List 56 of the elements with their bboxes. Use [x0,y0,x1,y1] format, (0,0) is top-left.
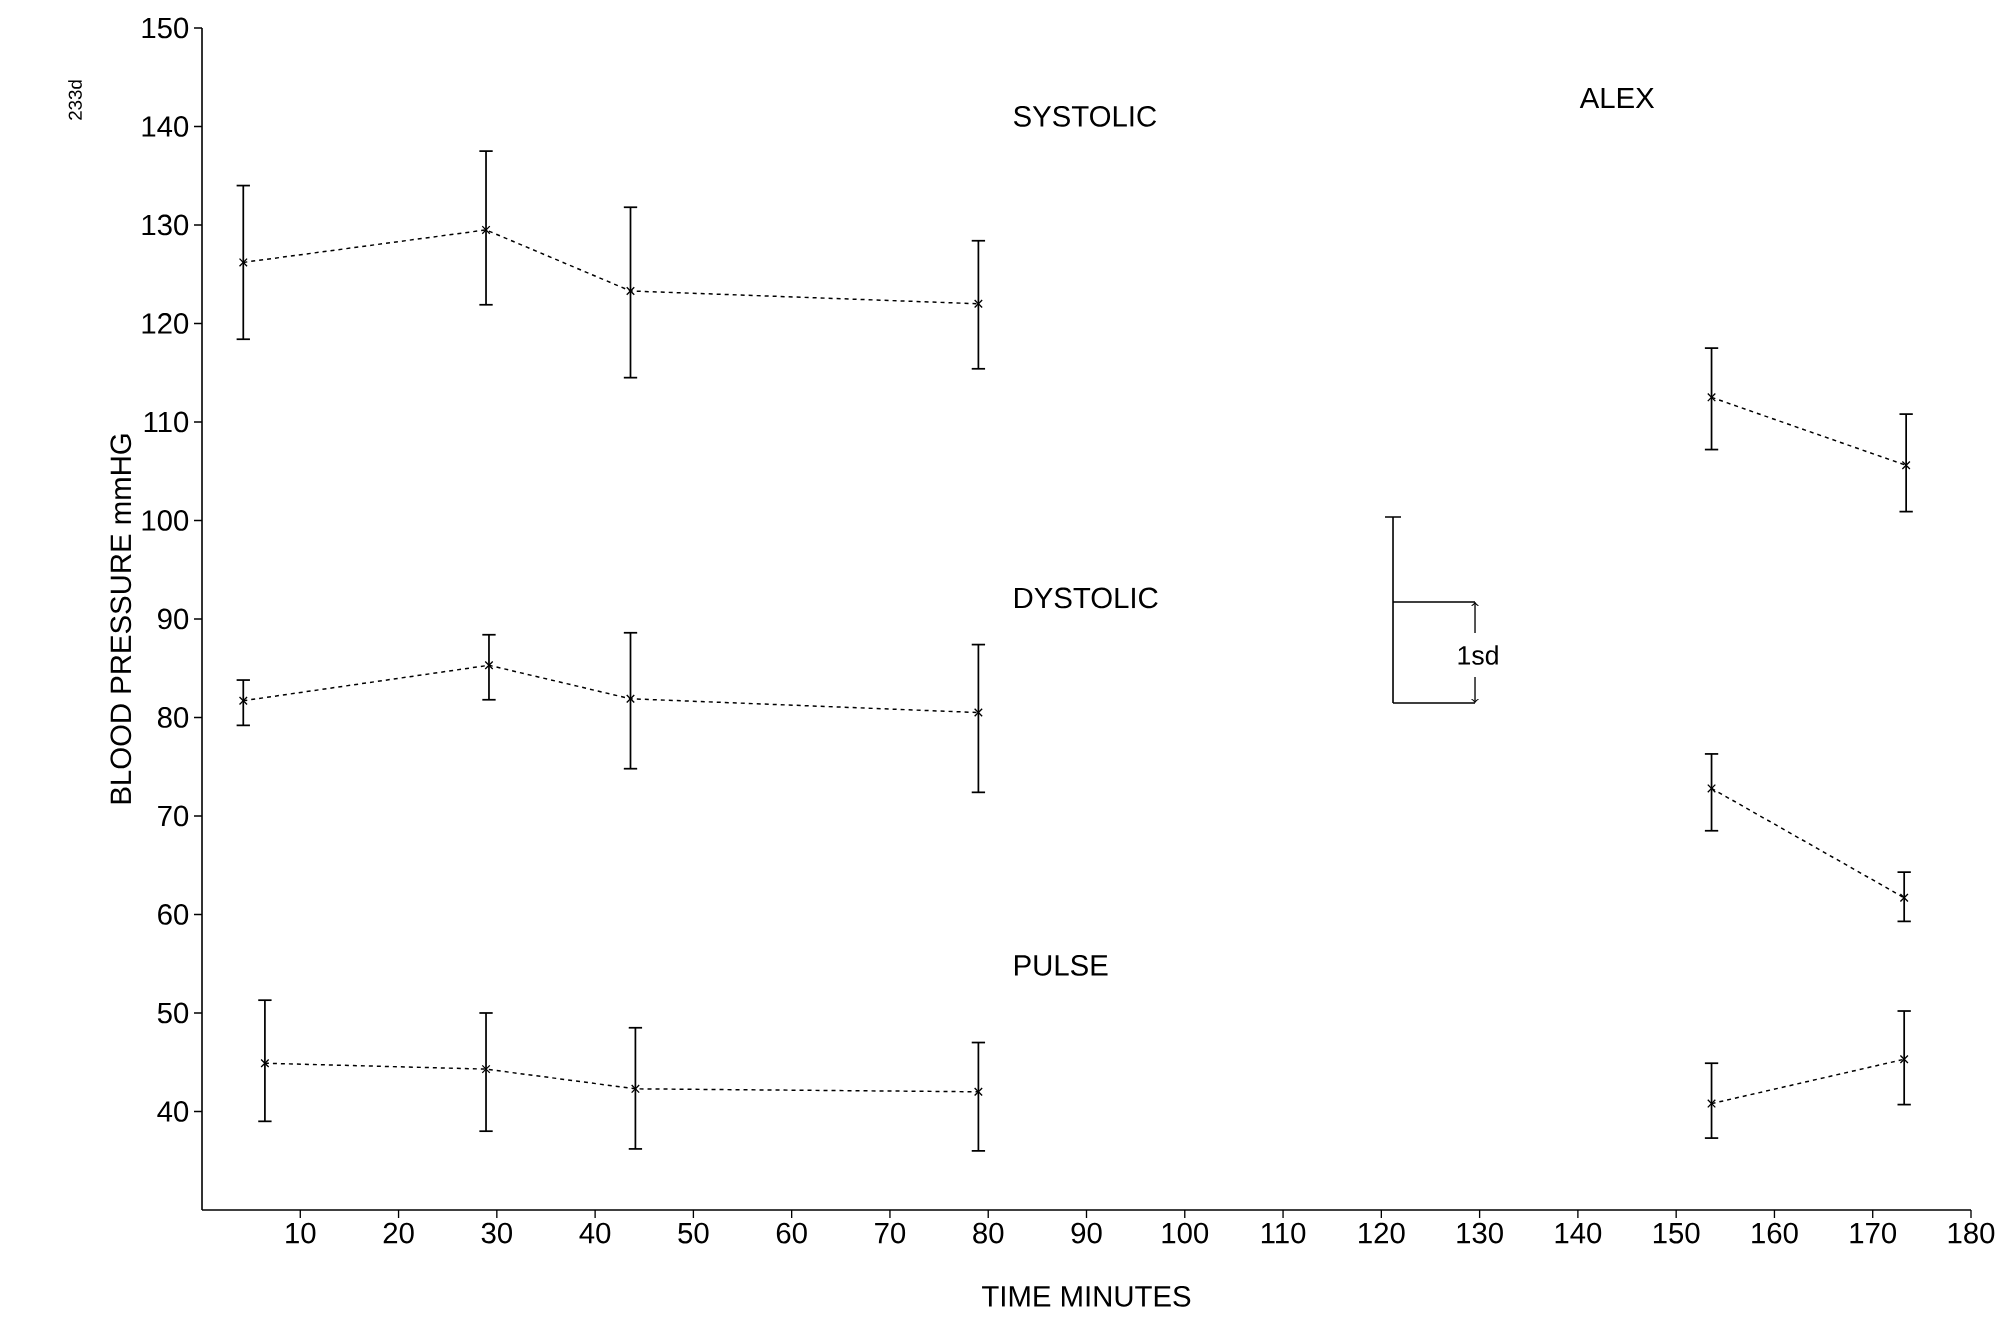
x-tick-label: 160 [1752,1222,1798,1244]
point [238,696,248,706]
y-tick-label: 130 [142,214,189,236]
x-tick-label: 60 [776,1222,807,1244]
text: SYSTOLIC [1013,105,1157,127]
point [973,1087,983,1097]
point [1707,392,1716,402]
x-tick-label: 100 [1162,1222,1209,1244]
point [484,660,494,670]
text: 233d [68,80,82,120]
point [973,708,983,717]
x-tick-label: 120 [1359,1222,1405,1244]
y-tick-label: 90 [158,608,189,630]
x-tick-label: 140 [1555,1222,1602,1244]
point [481,1064,491,1074]
x-tick-label: 80 [973,1222,1004,1244]
point [973,299,983,309]
x-tick-label: 180 [1948,1222,1995,1244]
point [481,225,491,235]
x-tick-label: 130 [1457,1222,1503,1244]
x-axis-title: TIME MINUTES [982,1285,1191,1307]
point [1901,460,1911,470]
y-tick-label: 80 [157,707,189,728]
y-tick-label: 70 [158,805,189,827]
x-tick-label: 70 [875,1222,906,1244]
x-tick-label: 90 [1071,1222,1102,1244]
y-tick-label: 110 [144,411,189,433]
x-tick-label: 40 [579,1222,611,1244]
x-tick-label: 10 [286,1222,316,1244]
point [1707,1099,1716,1109]
point [1899,893,1909,903]
point [1707,783,1716,793]
x-tick-label: 30 [481,1222,512,1244]
text: PULSE [1015,954,1108,976]
y-tick-label: 150 [142,17,189,39]
x-tick-label: 170 [1850,1222,1897,1244]
point [260,1058,270,1068]
y-axis-title: BLOOD PRESSURE mmHG [110,434,132,804]
x-tick-label: 20 [383,1222,414,1244]
text: DYSTOLIC [1015,587,1158,609]
point [630,1084,640,1094]
y-tick-label: 100 [142,510,189,531]
text: ALEX [1579,87,1655,109]
y-tick-label: 120 [142,313,189,334]
x-tick-label: 50 [678,1222,709,1244]
point [626,286,635,296]
point [1899,1054,1909,1064]
y-tick-label: 50 [157,1002,189,1024]
y-tick-label: 140 [142,116,189,137]
x-tick-label: 150 [1653,1222,1700,1244]
x-tick-label: 110 [1261,1222,1306,1244]
y-tick-label: 60 [158,904,189,925]
annotation: 1sd [1458,645,1498,665]
point [626,694,635,704]
y-tick-label: 40 [157,1101,189,1122]
point [238,257,248,267]
